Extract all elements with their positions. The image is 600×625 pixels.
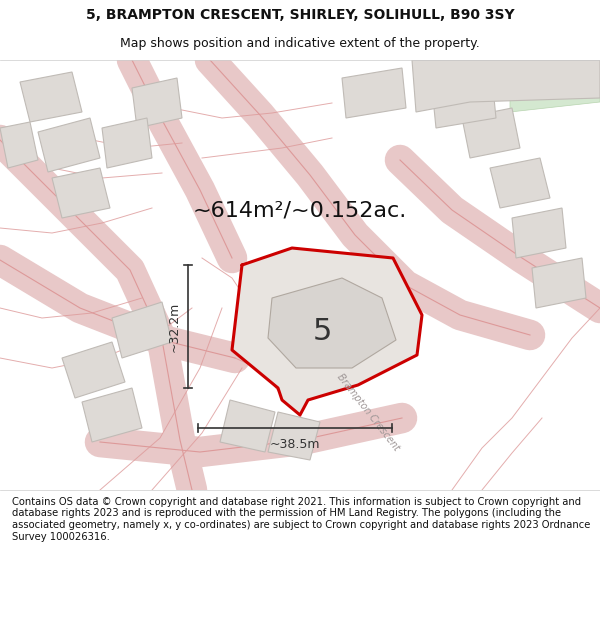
Polygon shape [342,68,406,118]
Polygon shape [20,72,82,122]
Polygon shape [532,258,586,308]
Polygon shape [232,248,422,415]
Polygon shape [220,400,275,452]
Polygon shape [510,60,600,112]
Polygon shape [132,78,182,128]
Polygon shape [112,302,172,358]
Text: 5: 5 [313,318,332,346]
Polygon shape [412,60,600,112]
Polygon shape [268,278,396,368]
Polygon shape [512,208,566,258]
Polygon shape [82,388,142,442]
Text: 5, BRAMPTON CRESCENT, SHIRLEY, SOLIHULL, B90 3SY: 5, BRAMPTON CRESCENT, SHIRLEY, SOLIHULL,… [86,8,514,22]
Text: Map shows position and indicative extent of the property.: Map shows position and indicative extent… [120,37,480,50]
Text: ~614m²/~0.152ac.: ~614m²/~0.152ac. [193,200,407,220]
Polygon shape [490,158,550,208]
Polygon shape [0,122,38,168]
Polygon shape [62,342,125,398]
Text: ~38.5m: ~38.5m [270,438,320,451]
Text: Brampton Crescent: Brampton Crescent [335,371,401,452]
Text: Contains OS data © Crown copyright and database right 2021. This information is : Contains OS data © Crown copyright and d… [12,497,590,541]
Polygon shape [432,78,496,128]
Polygon shape [102,118,152,168]
Polygon shape [268,412,320,460]
Text: ~32.2m: ~32.2m [167,301,181,352]
Polygon shape [52,168,110,218]
Polygon shape [38,118,100,172]
Polygon shape [462,108,520,158]
